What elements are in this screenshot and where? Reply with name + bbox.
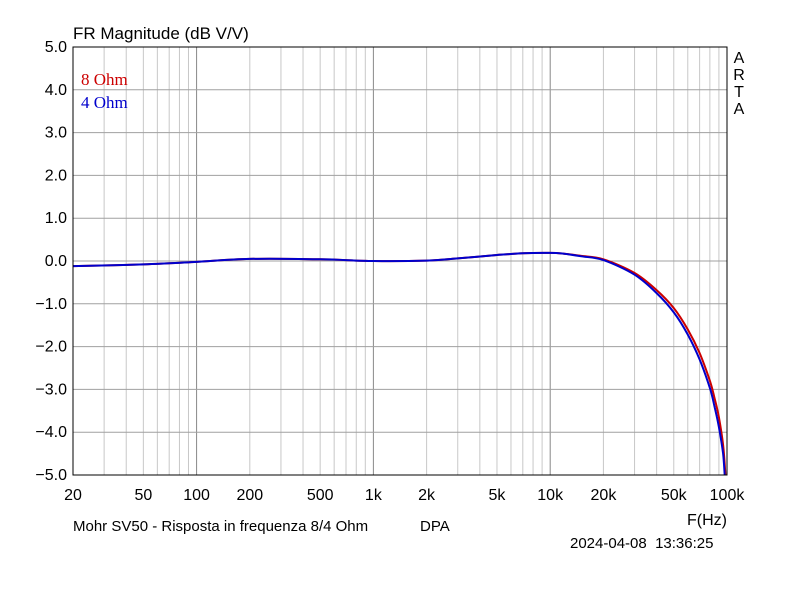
watermark-letter: A [734,101,745,118]
y-tick-label: 2.0 [45,167,67,184]
legend-entry: 4 Ohm [81,93,128,112]
x-tick-label: 200 [236,487,263,504]
x-tick-label: 500 [307,487,334,504]
watermark-letter: T [734,84,744,101]
x-tick-label: 100k [710,487,746,504]
y-tick-labels: 5.0 4.0 3.0 2.0 1.0 0.0 −1.0 −2.0 −3.0 −4.0 −5.0 [35,39,67,484]
y-tick-label: −3.0 [35,381,67,398]
y-tick-label: 4.0 [45,82,67,99]
legend: 8 Ohm 4 Ohm [81,70,128,112]
y-tick-label: 0.0 [45,253,67,270]
y-tick-label: −5.0 [35,467,67,484]
plot-frame [72,46,728,476]
y-tick-label: 3.0 [45,125,67,142]
chart-description: Mohr SV50 - Risposta in frequenza 8/4 Oh… [73,518,369,535]
measurement-mode: DPA [420,518,450,535]
y-tick-label: 1.0 [45,210,67,227]
y-tick-label: −2.0 [35,339,67,356]
measurement-timestamp: 2024-04-08 13:36:25 [570,535,714,552]
x-tick-label: 5k [489,487,507,504]
x-tick-label: 10k [537,487,564,504]
x-tick-label: 1k [365,487,383,504]
series-line-4-ohm [72,251,726,476]
grid [73,47,727,475]
watermark-letter: A [734,50,745,67]
x-axis-label: F(Hz) [687,512,727,529]
x-tick-label: 50k [661,487,688,504]
chart-title: FR Magnitude (dB V/V) [73,24,249,43]
y-tick-label: 5.0 [45,39,67,56]
legend-entry: 8 Ohm [81,70,128,89]
y-tick-label: −4.0 [35,424,67,441]
x-tick-labels: 20 50 100 200 500 1k 2k 5k 10k 20k 50k 100k [64,487,745,504]
x-tick-label: 100 [183,487,210,504]
x-tick-label: 50 [134,487,152,504]
y-tick-label: −1.0 [35,296,67,313]
x-tick-label: 20 [64,487,82,504]
series-lines [72,251,727,476]
watermark-letter: R [733,67,745,84]
x-tick-label: 2k [418,487,436,504]
x-tick-label: 20k [591,487,618,504]
